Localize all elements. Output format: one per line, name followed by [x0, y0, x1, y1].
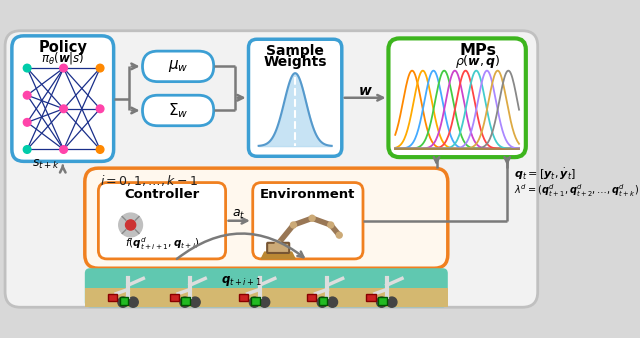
Circle shape — [317, 297, 328, 307]
Circle shape — [291, 222, 296, 228]
Circle shape — [60, 105, 67, 113]
Circle shape — [118, 297, 128, 307]
Text: MPs: MPs — [460, 43, 496, 58]
Circle shape — [96, 64, 104, 72]
Circle shape — [125, 220, 136, 230]
FancyBboxPatch shape — [378, 297, 387, 305]
Circle shape — [23, 146, 31, 153]
FancyBboxPatch shape — [99, 183, 225, 259]
FancyBboxPatch shape — [182, 297, 190, 305]
Circle shape — [328, 222, 333, 228]
FancyBboxPatch shape — [143, 95, 214, 126]
Circle shape — [328, 297, 337, 307]
Circle shape — [180, 297, 190, 307]
Text: $f(\boldsymbol{q}^d_{t+i+1}, \boldsymbol{q}_{t+i})$: $f(\boldsymbol{q}^d_{t+i+1}, \boldsymbol… — [125, 235, 200, 252]
Text: Weights: Weights — [264, 55, 327, 69]
Text: Policy: Policy — [38, 40, 87, 55]
Text: $\boldsymbol{q}_{t+i+1}$: $\boldsymbol{q}_{t+i+1}$ — [221, 274, 262, 288]
Circle shape — [23, 91, 31, 99]
Circle shape — [96, 146, 104, 153]
FancyBboxPatch shape — [108, 294, 117, 301]
Text: $a_t$: $a_t$ — [232, 208, 246, 221]
Text: $\Sigma_w$: $\Sigma_w$ — [168, 101, 188, 120]
FancyBboxPatch shape — [388, 39, 526, 157]
FancyBboxPatch shape — [170, 294, 179, 301]
Circle shape — [60, 146, 67, 153]
FancyBboxPatch shape — [85, 168, 448, 268]
FancyBboxPatch shape — [12, 36, 114, 161]
Text: $\lambda^d = (\boldsymbol{q}^d_{t+1}, \boldsymbol{q}^d_{t+2}, \ldots, \boldsymbo: $\lambda^d = (\boldsymbol{q}^d_{t+1}, \b… — [514, 183, 639, 199]
Circle shape — [336, 232, 342, 238]
Circle shape — [96, 105, 104, 113]
Text: $\mu_w$: $\mu_w$ — [168, 58, 188, 74]
FancyBboxPatch shape — [319, 297, 328, 305]
FancyBboxPatch shape — [248, 39, 342, 156]
Text: $s_{t+k}$: $s_{t+k}$ — [32, 158, 60, 171]
FancyBboxPatch shape — [85, 268, 448, 307]
Circle shape — [309, 215, 315, 221]
Text: Controller: Controller — [124, 188, 200, 201]
FancyBboxPatch shape — [120, 297, 128, 305]
FancyBboxPatch shape — [267, 243, 289, 253]
Circle shape — [128, 297, 138, 307]
FancyBboxPatch shape — [239, 294, 248, 301]
Text: $i = 0, 1, \ldots, k-1$: $i = 0, 1, \ldots, k-1$ — [100, 172, 198, 188]
FancyBboxPatch shape — [143, 51, 214, 82]
Circle shape — [23, 64, 31, 72]
FancyBboxPatch shape — [251, 297, 260, 305]
Circle shape — [275, 241, 281, 247]
Circle shape — [376, 297, 387, 307]
FancyBboxPatch shape — [85, 288, 448, 307]
Text: $\pi_\theta(\boldsymbol{w}|s)$: $\pi_\theta(\boldsymbol{w}|s)$ — [41, 50, 84, 66]
Circle shape — [190, 297, 200, 307]
Text: $\boldsymbol{q}_t = [\boldsymbol{y}_t, \dot{\boldsymbol{y}}_t]$: $\boldsymbol{q}_t = [\boldsymbol{y}_t, \… — [514, 166, 576, 182]
FancyBboxPatch shape — [307, 294, 316, 301]
Text: Environment: Environment — [260, 188, 356, 201]
Text: $\rho(\boldsymbol{w}, \boldsymbol{q})$: $\rho(\boldsymbol{w}, \boldsymbol{q})$ — [455, 53, 500, 70]
Circle shape — [260, 297, 269, 307]
Circle shape — [250, 297, 260, 307]
Text: $\boldsymbol{w}$: $\boldsymbol{w}$ — [358, 84, 372, 98]
Polygon shape — [261, 252, 295, 259]
Circle shape — [23, 119, 31, 126]
Text: Sample: Sample — [266, 44, 324, 58]
Circle shape — [387, 297, 397, 307]
FancyBboxPatch shape — [366, 294, 376, 301]
Circle shape — [60, 64, 67, 72]
FancyBboxPatch shape — [253, 183, 363, 259]
Circle shape — [119, 213, 143, 237]
FancyBboxPatch shape — [5, 31, 538, 307]
